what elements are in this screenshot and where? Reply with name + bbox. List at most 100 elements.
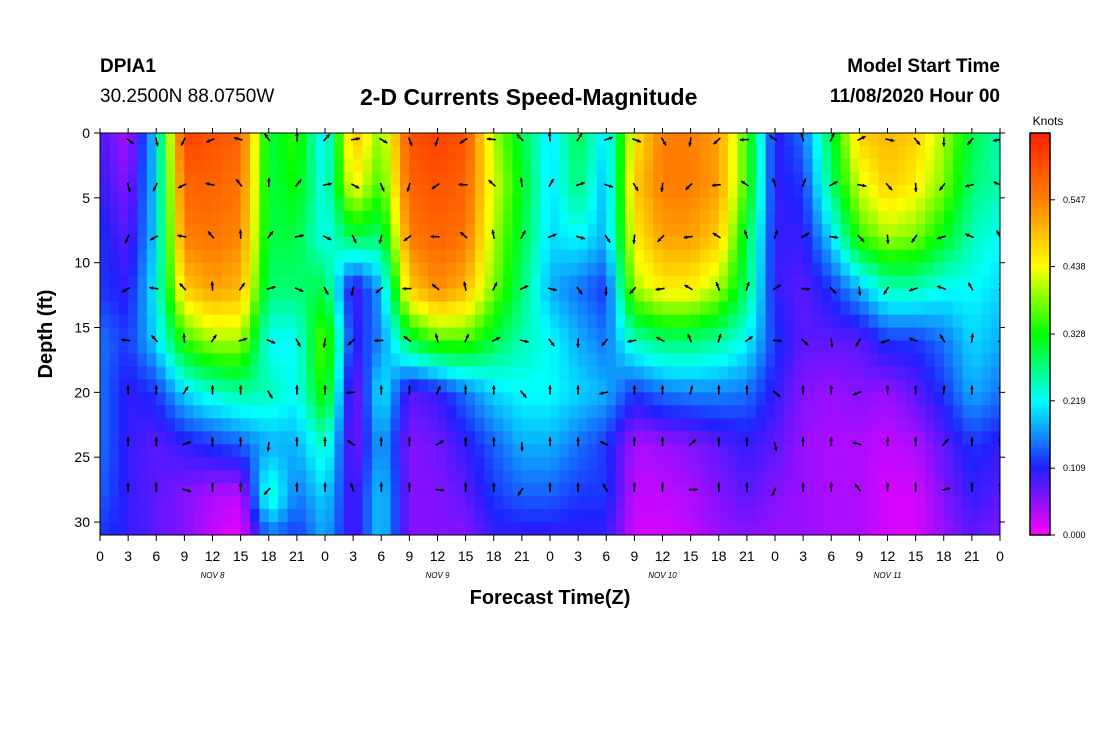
- heatmap-cell: [268, 236, 279, 251]
- current-arrow: [941, 137, 946, 147]
- heatmap-cell: [540, 392, 551, 406]
- heatmap-cell: [850, 171, 860, 186]
- heatmap-cell: [428, 444, 439, 458]
- heatmap-cell: [165, 184, 176, 199]
- heatmap-cell: [446, 340, 457, 355]
- heatmap-cell: [943, 327, 954, 342]
- heatmap-cell: [550, 158, 560, 173]
- heatmap-cell: [212, 496, 223, 510]
- heatmap-cell: [512, 145, 523, 160]
- heatmap-cell: [756, 184, 767, 199]
- heatmap-cell: [934, 392, 945, 406]
- heatmap-cell: [868, 133, 879, 147]
- heatmap-cell: [334, 145, 345, 160]
- heatmap-cell: [934, 483, 945, 497]
- heatmap-cell: [353, 444, 364, 458]
- heatmap-cell: [287, 249, 298, 264]
- heatmap-cell: [896, 379, 907, 393]
- heatmap-cell: [943, 366, 954, 380]
- heatmap-cell: [550, 301, 560, 316]
- heatmap-cell: [915, 483, 926, 497]
- heatmap-cell: [353, 496, 364, 510]
- heatmap-cell: [118, 236, 129, 251]
- heatmap-cell: [943, 496, 954, 510]
- heatmap-cell: [371, 483, 382, 497]
- heatmap-cell: [625, 470, 635, 484]
- heatmap-cell: [231, 145, 242, 160]
- current-arrow: [885, 234, 890, 244]
- colorbar-tick-label: 0.000: [1063, 530, 1086, 540]
- heatmap-cell: [315, 444, 326, 458]
- current-arrow: [857, 234, 865, 243]
- heatmap-cell: [512, 405, 523, 419]
- heatmap-cell: [915, 340, 926, 355]
- heatmap-cell: [381, 210, 392, 225]
- heatmap-cell: [971, 275, 982, 290]
- current-arrow: [235, 178, 243, 187]
- heatmap-cell: [746, 184, 757, 199]
- heatmap-cell: [278, 249, 289, 264]
- heatmap-cell: [118, 353, 129, 368]
- current-arrow: [407, 385, 412, 395]
- heatmap-cell: [437, 184, 448, 199]
- heatmap-cell: [625, 405, 635, 419]
- heatmap-cell: [953, 301, 964, 316]
- heatmap-cell: [850, 158, 860, 173]
- heatmap-cell: [212, 366, 223, 380]
- heatmap-cell: [400, 470, 410, 484]
- heatmap-cell: [671, 509, 682, 523]
- heatmap-cell: [353, 236, 364, 251]
- heatmap-cell: [915, 314, 926, 329]
- heatmap-cell: [681, 457, 692, 471]
- heatmap-cell: [343, 483, 354, 497]
- heatmap-cell: [793, 314, 804, 329]
- heatmap-cell: [362, 223, 373, 238]
- heatmap-cell: [128, 522, 139, 535]
- heatmap-cell: [718, 483, 729, 497]
- current-arrow: [885, 138, 895, 143]
- heatmap-cell: [934, 133, 945, 147]
- heatmap-cell: [981, 483, 992, 497]
- heatmap-cell: [353, 249, 364, 264]
- heatmap-cell: [175, 457, 185, 471]
- heatmap-cell: [821, 366, 832, 380]
- heatmap-cell: [296, 457, 307, 471]
- heatmap-cell: [643, 366, 654, 380]
- heatmap-cell: [240, 457, 251, 471]
- heatmap-cell: [831, 197, 842, 212]
- heatmap-cell: [596, 133, 607, 147]
- heatmap-cell: [287, 171, 298, 186]
- heatmap-cell: [756, 158, 767, 173]
- heatmap-cell: [803, 522, 814, 535]
- heatmap-cell: [409, 366, 420, 380]
- heatmap-cell: [428, 431, 439, 445]
- heatmap-cell: [353, 145, 364, 160]
- heatmap-cell: [643, 496, 654, 510]
- heatmap-cell: [240, 522, 251, 535]
- heatmap-cell: [250, 314, 260, 329]
- heatmap-cell: [531, 223, 542, 238]
- heatmap-cell: [990, 483, 1000, 497]
- heatmap-cell: [615, 483, 626, 497]
- heatmap-cell: [550, 418, 560, 432]
- heatmap-cell: [175, 366, 185, 380]
- heatmap-cell: [165, 353, 176, 368]
- heatmap-cell: [981, 405, 992, 419]
- heatmap-cell: [287, 366, 298, 380]
- heatmap-cell: [690, 197, 701, 212]
- heatmap-cell: [587, 379, 598, 393]
- current-arrow: [179, 282, 187, 291]
- heatmap-cell: [709, 444, 720, 458]
- heatmap-cell: [250, 158, 260, 173]
- heatmap-cell: [653, 184, 664, 199]
- heatmap-cell: [315, 431, 326, 445]
- heatmap-cell: [221, 327, 232, 342]
- heatmap-cell: [390, 353, 401, 368]
- heatmap-cell: [521, 470, 532, 484]
- current-arrow: [491, 229, 495, 239]
- heatmap-cell: [343, 158, 354, 173]
- heatmap-cell: [878, 366, 889, 380]
- heatmap-cell: [587, 509, 598, 523]
- heatmap-cell: [381, 133, 392, 147]
- x-tick-label: 15: [233, 548, 249, 564]
